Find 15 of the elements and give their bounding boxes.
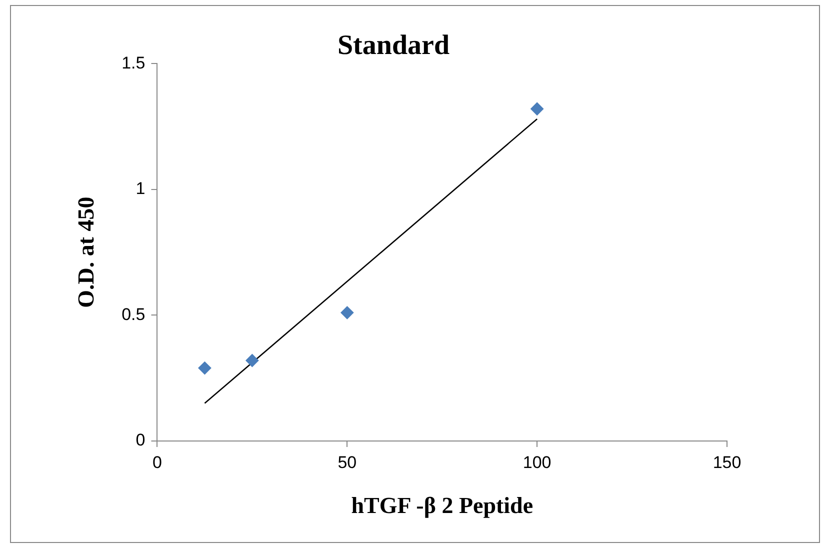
y-tick-label: 1.5 <box>122 53 146 72</box>
chart-title: Standard <box>337 30 450 62</box>
point <box>246 354 259 367</box>
x-axis-title: hTGF -β 2 Peptide <box>351 493 534 518</box>
y-tick-label: 1 <box>136 179 146 198</box>
x-tick-label: 0 <box>152 452 162 472</box>
x-tick-label: 50 <box>338 452 357 472</box>
point <box>198 362 212 375</box>
x-tick-label: 150 <box>712 452 742 472</box>
y-tick-label: 0 <box>136 430 146 450</box>
x-tick-label: 100 <box>522 452 552 472</box>
y-tick-label: 0.5 <box>122 304 146 324</box>
point <box>530 102 544 116</box>
point <box>340 306 354 320</box>
y-axis-title: O.D. at 450 <box>74 196 99 308</box>
